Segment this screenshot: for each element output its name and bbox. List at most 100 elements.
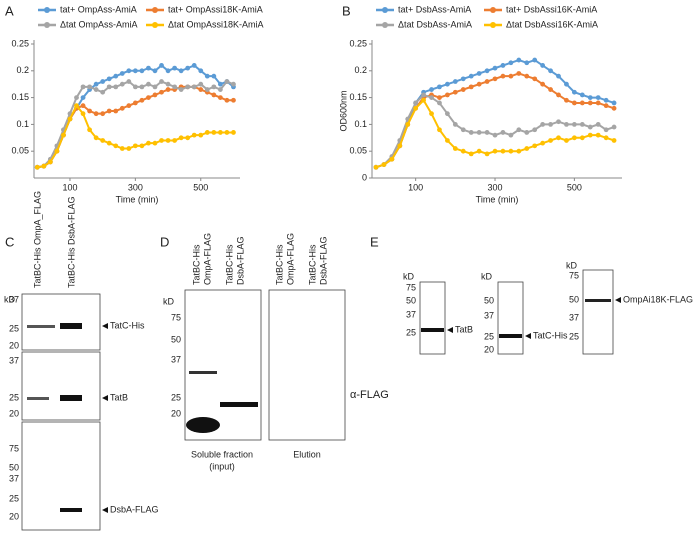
data-point: [152, 84, 158, 90]
data-point: [397, 143, 403, 149]
data-point: [468, 151, 474, 157]
data-point: [159, 89, 164, 95]
data-point: [611, 100, 617, 106]
blot-box: [184, 289, 262, 441]
lane-label: TatBC-His OmpA_FLAG: [32, 191, 42, 288]
data-point: [224, 97, 230, 103]
data-point: [87, 108, 92, 114]
data-point: [152, 68, 158, 74]
data-point: [508, 60, 514, 66]
data-point: [500, 63, 506, 68]
band: [585, 299, 611, 302]
data-point: [159, 79, 164, 84]
data-point: [437, 100, 442, 106]
data-point: [484, 79, 490, 84]
marker: 37: [406, 309, 416, 319]
legend-marker: [382, 7, 388, 13]
arrow: [102, 323, 108, 329]
marker: 37: [9, 294, 19, 304]
data-point: [41, 163, 47, 169]
lane-label: TatBC-His: [307, 244, 317, 285]
data-point: [146, 140, 151, 146]
data-point: [106, 76, 112, 82]
band: [60, 395, 82, 401]
data-point: [516, 148, 522, 154]
y-tick-label: 0.25: [11, 38, 29, 48]
data-point: [524, 130, 530, 135]
data-point: [100, 111, 106, 117]
data-point: [421, 92, 426, 98]
marker: 75: [171, 312, 181, 322]
data-point: [532, 57, 538, 63]
data-point: [165, 87, 171, 92]
marker: 37: [9, 355, 19, 365]
band-label: OmpAi18K-FLAG: [623, 294, 693, 304]
blot-box: [21, 351, 101, 421]
data-point: [595, 132, 601, 138]
blot-box: [268, 289, 346, 441]
data-point: [87, 84, 92, 90]
data-point: [204, 87, 210, 92]
legend-label: Δtat DsbAssi16K-AmiA: [506, 19, 598, 29]
data-point: [34, 164, 40, 170]
data-point: [211, 92, 217, 98]
data-point: [119, 105, 125, 111]
data-point: [113, 108, 119, 114]
band-label: TatB: [110, 392, 128, 402]
data-point: [146, 81, 151, 87]
data-point: [579, 135, 585, 141]
legend-label: Δtat OmpAss-AmiA: [60, 19, 138, 29]
kd-label: kD: [566, 260, 578, 270]
data-point: [429, 111, 434, 117]
legend-marker: [152, 22, 158, 28]
panel-label: E: [370, 234, 379, 249]
data-point: [100, 138, 106, 143]
data-point: [611, 124, 617, 130]
data-point: [564, 122, 569, 127]
data-point: [587, 100, 593, 106]
data-point: [80, 84, 86, 90]
marker: 37: [484, 310, 494, 320]
data-point: [405, 122, 411, 127]
data-point: [172, 65, 178, 71]
data-point: [556, 135, 561, 141]
panel-labels: A B C D E: [5, 3, 379, 249]
data-point: [198, 68, 204, 74]
data-point: [508, 132, 514, 138]
data-point: [126, 79, 132, 84]
data-point: [211, 130, 217, 135]
marker: 20: [484, 344, 494, 354]
data-point: [556, 92, 561, 98]
marker: 20: [9, 408, 19, 418]
data-point: [198, 81, 204, 87]
series-line: [37, 64, 235, 169]
band: [27, 325, 55, 328]
data-point: [159, 63, 164, 68]
band-label: TatB: [455, 324, 473, 334]
data-point: [80, 111, 86, 117]
band: [499, 334, 522, 338]
data-point: [191, 63, 197, 68]
lane-label: DsbA-FLAG: [318, 236, 328, 285]
band: [421, 328, 444, 332]
data-point: [564, 138, 569, 143]
data-point: [468, 130, 474, 135]
legend-marker: [44, 7, 50, 13]
data-point: [93, 87, 99, 92]
marker: 50: [569, 294, 579, 304]
data-point: [524, 73, 530, 79]
marker: 25: [569, 331, 579, 341]
data-point: [74, 95, 79, 100]
data-point: [571, 100, 577, 106]
x-tick-label: 100: [408, 182, 423, 192]
caption: Elution: [293, 449, 321, 459]
data-point: [476, 71, 482, 76]
lane-label: TatBC-His: [191, 244, 201, 285]
data-point: [224, 130, 230, 135]
data-point: [500, 73, 506, 79]
data-point: [476, 148, 482, 154]
data-point: [54, 148, 60, 154]
legend-label: tat+ DsbAss-AmiA: [398, 4, 471, 14]
data-point: [185, 84, 191, 90]
